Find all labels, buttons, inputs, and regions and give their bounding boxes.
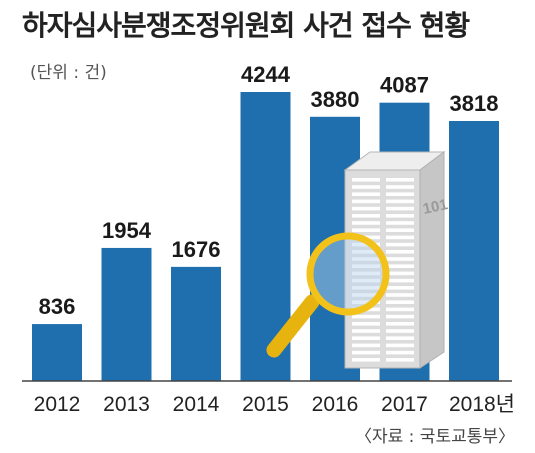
building-window [352, 358, 380, 362]
building-window [352, 214, 380, 218]
building-window [352, 286, 380, 290]
bar-2018년 [449, 121, 499, 381]
value-label-2014: 1676 [172, 237, 221, 262]
value-label-2015: 4244 [241, 62, 291, 87]
building-window [386, 250, 414, 254]
building-window [386, 300, 414, 304]
building-window [352, 350, 380, 355]
building-window [352, 185, 380, 189]
building-window [386, 178, 414, 182]
tick-label-2014: 2014 [173, 393, 220, 416]
building-window [352, 271, 380, 276]
building-window [386, 214, 414, 218]
building-window [352, 336, 380, 340]
building-window [352, 192, 380, 196]
building-window [386, 350, 414, 355]
building-window [386, 307, 414, 312]
building-window [386, 221, 414, 225]
chart-title: 하자심사분쟁조정위원회 사건 접수 현황 [22, 9, 470, 42]
magnifier-lens [306, 232, 390, 316]
value-labels-group: 836 1954 1676 4244 3880 4087 3818 [39, 62, 499, 319]
value-label-2012: 836 [39, 294, 76, 319]
building-window [352, 257, 380, 261]
building-window [386, 336, 414, 340]
building-window [352, 206, 380, 211]
tick-label-2013: 2013 [103, 393, 150, 416]
value-label-2018년: 3818 [450, 91, 499, 116]
building-window [386, 343, 414, 348]
building-window [352, 228, 380, 232]
building-window [386, 242, 414, 247]
magnifier-handle [266, 294, 320, 358]
building-window [352, 250, 380, 254]
building-window [386, 314, 414, 319]
unit-label: (단위 : 건) [30, 63, 107, 83]
building-window [386, 322, 414, 326]
building-window [352, 264, 380, 268]
bar-2013 [101, 247, 152, 381]
tick-labels-group: 2012 2013 2014 2015 2016 2017 2018년 [34, 393, 515, 416]
building-window [352, 293, 380, 297]
bar-2014 [171, 266, 221, 381]
value-label-2013: 1954 [102, 218, 152, 243]
building-window [386, 264, 414, 268]
magnifier-illustration [266, 232, 390, 358]
source-label: 〈자료 : 국토교통부〉 [354, 427, 515, 447]
building-window [386, 358, 414, 362]
bar-2012 [32, 324, 82, 381]
value-label-2017: 4087 [380, 73, 429, 98]
building-window [352, 221, 380, 225]
building-window [352, 278, 380, 283]
building-window [352, 322, 380, 326]
tick-label-2015: 2015 [242, 393, 289, 416]
building-window [352, 314, 380, 319]
building-window [386, 206, 414, 211]
building-side-face [419, 151, 445, 369]
value-label-2016: 3880 [311, 87, 360, 112]
tick-label-2016: 2016 [312, 393, 359, 416]
building-number: 101 [421, 196, 449, 218]
building-window [386, 199, 414, 204]
building-window [386, 278, 414, 283]
building-window [386, 286, 414, 290]
building-window [352, 329, 380, 333]
bars-group [32, 92, 499, 382]
building-window [386, 329, 414, 333]
tick-label-2018년: 2018년 [449, 393, 515, 416]
building-window [352, 343, 380, 348]
building-window [386, 257, 414, 261]
building-window [386, 293, 414, 297]
building-window [386, 228, 414, 232]
building-window [386, 235, 414, 240]
tick-label-2017: 2017 [381, 393, 428, 416]
building-window [386, 192, 414, 196]
tick-label-2012: 2012 [34, 393, 81, 416]
building-window [352, 178, 380, 182]
building-window [352, 199, 380, 204]
building-window [386, 271, 414, 276]
building-window [352, 300, 380, 304]
building-window [352, 242, 380, 247]
building-window [386, 185, 414, 189]
